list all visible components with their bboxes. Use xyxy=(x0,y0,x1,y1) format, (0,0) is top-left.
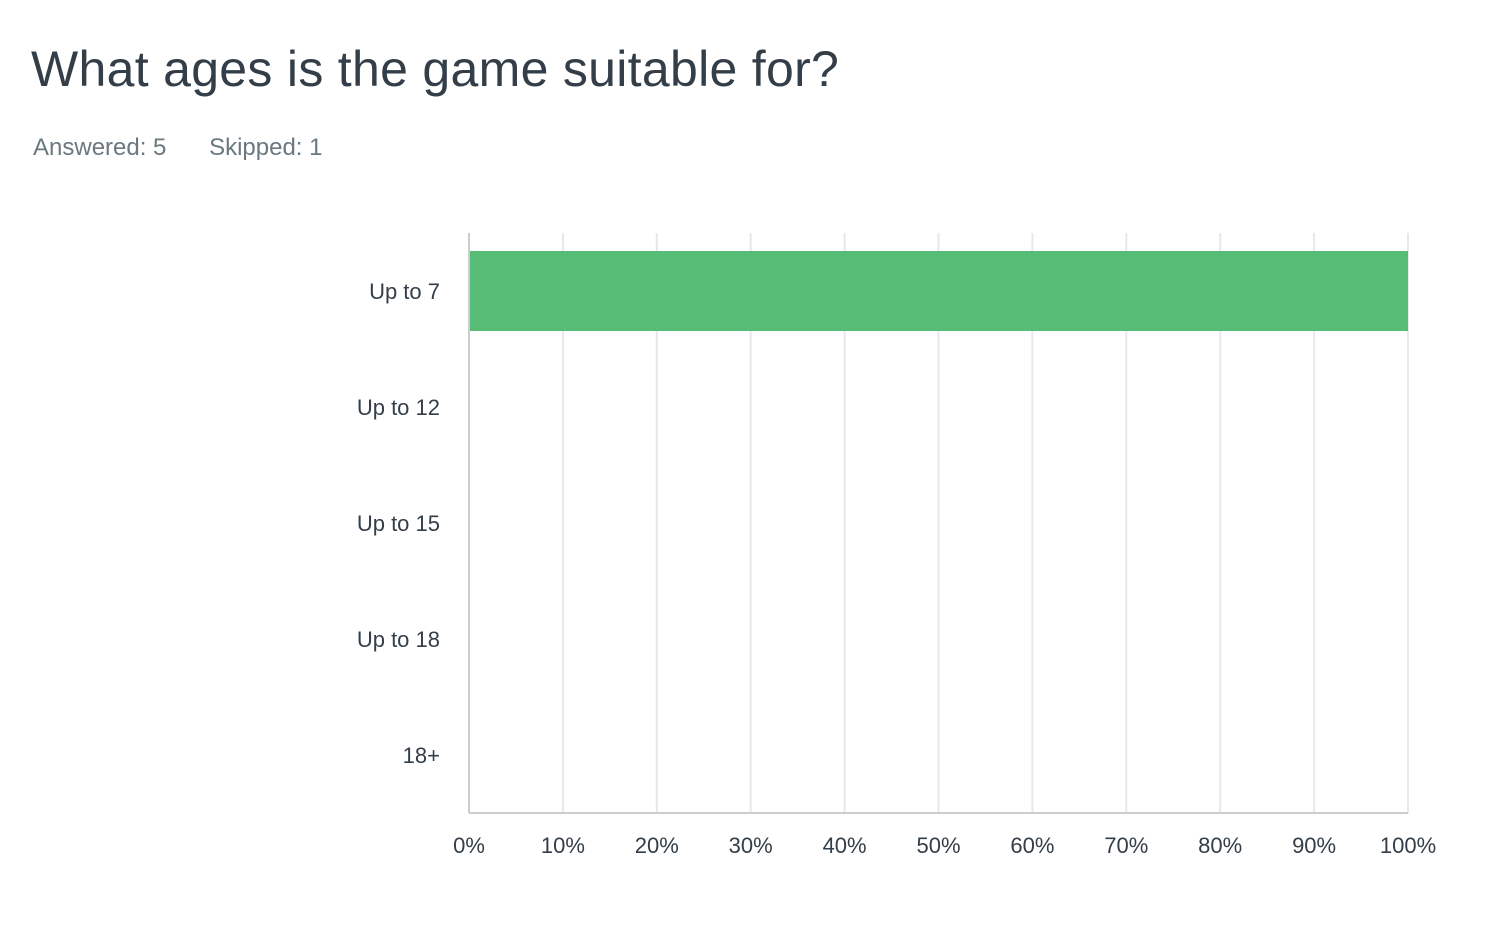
skipped-count: Skipped: 1 xyxy=(209,134,323,161)
x-tick-label: 10% xyxy=(541,833,585,858)
x-tick-labels: 0% 10% 20% 30% 40% 50% 60% 70% 80% 90% 100% xyxy=(453,833,1436,858)
category-label: Up to 15 xyxy=(357,511,440,536)
x-tick-label: 50% xyxy=(916,833,960,858)
category-label: 18+ xyxy=(403,743,440,768)
category-label: Up to 18 xyxy=(357,627,440,652)
category-label: Up to 12 xyxy=(357,395,440,420)
x-tick-label: 0% xyxy=(453,833,485,858)
category-label: Up to 7 xyxy=(369,279,440,304)
bar-0[interactable] xyxy=(469,251,1408,331)
category-labels: Up to 7 Up to 12 Up to 15 Up to 18 18+ xyxy=(357,279,440,768)
x-tick-label: 70% xyxy=(1104,833,1148,858)
x-tick-label: 100% xyxy=(1380,833,1436,858)
axes xyxy=(468,233,1408,814)
x-tick-label: 90% xyxy=(1292,833,1336,858)
x-tick-label: 40% xyxy=(823,833,867,858)
response-stats: Answered: 5 Skipped: 1 xyxy=(33,134,323,162)
x-tick-label: 20% xyxy=(635,833,679,858)
x-tick-label: 30% xyxy=(729,833,773,858)
x-tick-label: 60% xyxy=(1010,833,1054,858)
question-title: What ages is the game suitable for? xyxy=(31,41,840,97)
bars xyxy=(469,251,1408,331)
answered-count: Answered: 5 xyxy=(33,134,167,161)
x-tick-label: 80% xyxy=(1198,833,1242,858)
